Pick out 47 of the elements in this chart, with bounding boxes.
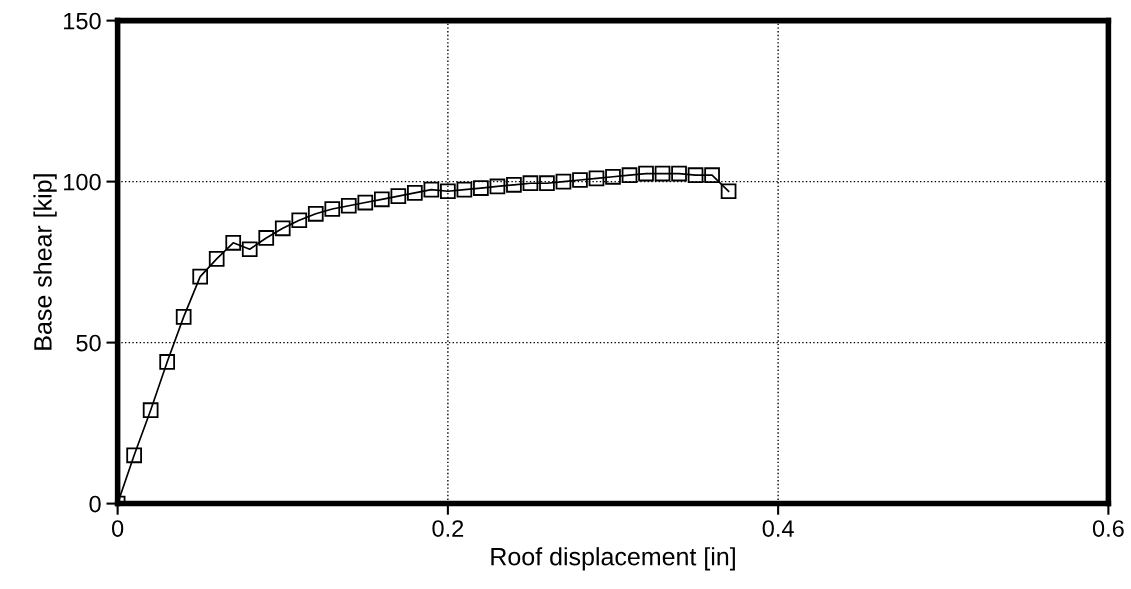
x-tick-label: 0 (111, 520, 124, 537)
point (423, 181, 440, 198)
y-tick-label: 150 (64, 12, 101, 30)
point (175, 308, 192, 325)
point (506, 176, 522, 193)
point (522, 175, 539, 192)
point (241, 241, 258, 258)
point (539, 175, 555, 192)
point (654, 165, 671, 182)
point (324, 201, 341, 217)
point (390, 188, 407, 204)
point (142, 402, 159, 419)
point (489, 178, 506, 195)
point (687, 167, 704, 184)
point (638, 165, 654, 182)
point (373, 191, 390, 208)
point (258, 230, 275, 246)
point (621, 167, 638, 184)
point (555, 173, 572, 190)
point (440, 183, 456, 200)
x-axis-title: Roof displacement [in] (491, 547, 735, 571)
y-tick-label: 50 (76, 334, 101, 352)
point (671, 165, 687, 182)
point (126, 447, 142, 464)
point (192, 268, 209, 285)
point (225, 234, 242, 251)
point (605, 168, 621, 185)
x-tick-label: 0.6 (1092, 520, 1124, 537)
point (208, 251, 225, 267)
y-tick-label: 100 (64, 173, 101, 191)
point (720, 183, 737, 200)
point (357, 194, 374, 211)
point (307, 205, 324, 222)
point (588, 170, 605, 187)
point (340, 197, 357, 214)
point (572, 172, 588, 188)
point (704, 167, 720, 184)
y-axis-title: Base shear [kip] (33, 174, 57, 350)
x-tick-label: 0.2 (432, 520, 464, 537)
y-tick-label: 0 (89, 495, 101, 513)
point (407, 185, 423, 201)
point (456, 181, 473, 198)
point (159, 354, 176, 370)
point (291, 212, 308, 229)
point (473, 180, 489, 196)
point (274, 220, 291, 237)
x-tick-label: 0.4 (762, 520, 794, 537)
